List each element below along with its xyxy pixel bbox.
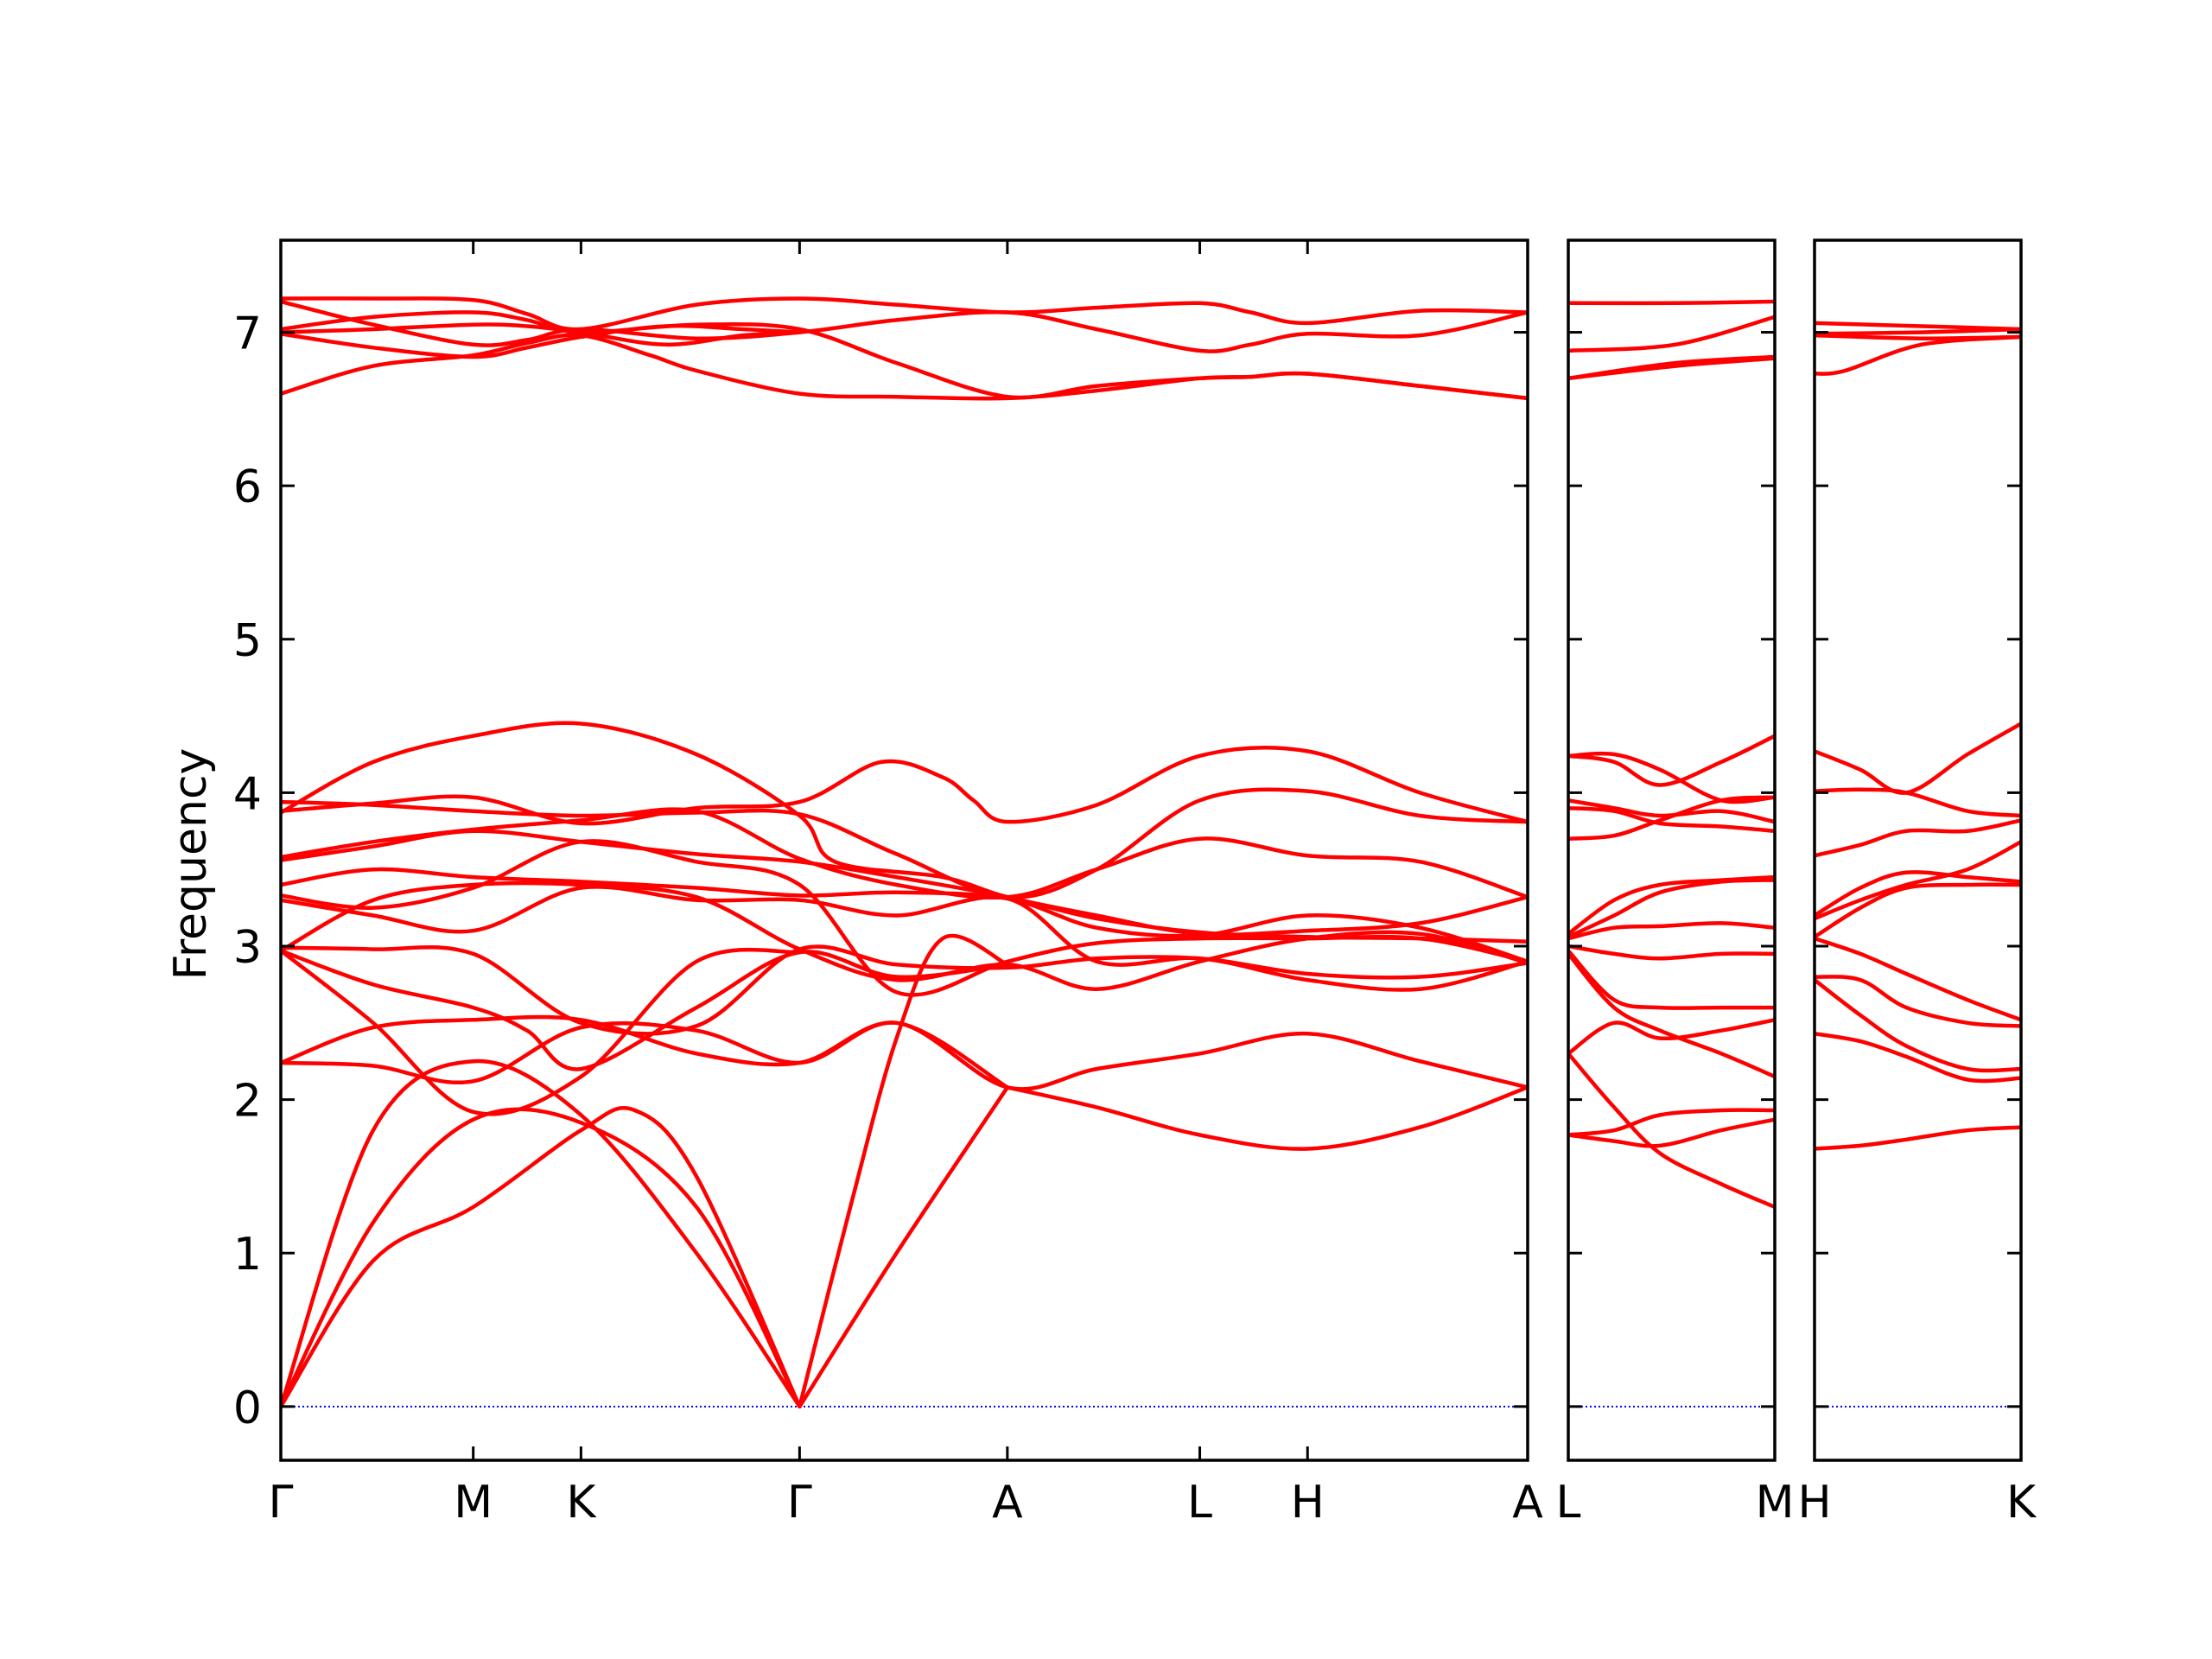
band-line-7	[1815, 818, 2021, 858]
x-tick-label: L	[1556, 1477, 1581, 1529]
y-tick-label: 5	[233, 615, 262, 667]
band-line-26	[798, 1085, 1010, 1409]
band-line-12	[281, 867, 1528, 964]
band-line-18	[1568, 1117, 1775, 1148]
x-tick-label: Γ	[787, 1477, 812, 1529]
panel-gamma-to-a: Γ M K Γ A L H A 0 1 2 3 4 5 6 7	[233, 238, 1543, 1529]
x-tick-label: A	[1512, 1477, 1543, 1529]
band-line-4	[281, 333, 1528, 401]
band-line-7	[281, 721, 1528, 938]
band-line-11	[1815, 936, 2021, 1022]
band-line-1	[1568, 299, 1775, 306]
band-line-6	[1815, 787, 2021, 818]
x-tick-label: M	[454, 1477, 493, 1529]
band-line-4	[1815, 333, 2021, 340]
band-line-14	[1815, 1031, 2021, 1084]
x-tick-label: K	[566, 1477, 597, 1529]
band-line-21	[281, 947, 802, 1116]
y-tick-label: 1	[233, 1229, 262, 1281]
band-line-6	[281, 322, 802, 347]
band-line-11	[1568, 878, 1775, 939]
band-line-2	[281, 299, 1528, 353]
band-line-10	[1815, 882, 2021, 939]
band-line-14	[281, 885, 1528, 992]
x-tick-label: M	[1756, 1477, 1795, 1529]
x-tick-label: H	[1291, 1477, 1325, 1529]
x-tick-label: A	[992, 1477, 1023, 1529]
band-curves	[1815, 321, 2021, 1151]
band-curves	[1568, 299, 1775, 1210]
y-tick-label: 7	[233, 308, 262, 360]
band-line-14	[1568, 949, 1775, 1010]
band-line-13	[1568, 944, 1775, 961]
y-tick-label: 4	[233, 768, 262, 820]
band-line-22	[281, 1058, 802, 1409]
band-line-7	[1568, 798, 1775, 824]
band-line-20	[1005, 1085, 1528, 1151]
band-line-8	[1568, 805, 1775, 834]
band-line-17	[281, 949, 1010, 1071]
x-tick-label: H	[1797, 1477, 1831, 1529]
band-line-12	[1568, 921, 1775, 941]
y-tick-label: 3	[233, 922, 262, 974]
y-axis-label: Frequency	[165, 748, 217, 981]
axes-frame	[1813, 238, 2023, 1462]
band-line-17	[1568, 1052, 1775, 1210]
x-tick-label: L	[1187, 1477, 1212, 1529]
axes-frame	[1567, 238, 1777, 1462]
y-tick-label: 6	[233, 461, 262, 513]
band-line-8	[281, 746, 1528, 826]
band-line-16	[1568, 1018, 1775, 1056]
y-tick-label: 2	[233, 1076, 262, 1128]
band-line-12	[1815, 975, 2021, 1028]
band-line-1	[281, 296, 1528, 332]
band-line-19	[281, 1020, 1528, 1091]
band-line-9	[281, 787, 1528, 899]
band-line-2	[1568, 315, 1775, 353]
band-line-4	[1568, 356, 1775, 381]
x-tick-label: K	[2006, 1477, 2037, 1529]
band-line-25	[798, 934, 1010, 1409]
band-line-6	[1568, 751, 1775, 804]
band-line-16	[281, 944, 1528, 1036]
band-curves	[281, 296, 1528, 1409]
band-line-13	[1815, 977, 2021, 1073]
band-line-2	[1815, 327, 2021, 336]
band-line-9	[1815, 839, 2021, 921]
axes-frame	[279, 238, 1529, 1462]
band-line-24	[281, 1105, 802, 1409]
band-line-9	[1568, 795, 1775, 841]
band-line-15	[281, 880, 1528, 991]
band-line-8	[1815, 870, 2021, 918]
band-line-19	[1568, 1108, 1775, 1137]
y-tick-label: 0	[233, 1382, 262, 1434]
band-line-15	[1568, 951, 1775, 1079]
x-tick-label: Γ	[269, 1477, 294, 1529]
band-line-5	[281, 323, 802, 359]
band-line-23	[281, 1107, 802, 1409]
band-line-15	[1815, 1125, 2021, 1151]
band-line-5	[1568, 734, 1775, 787]
